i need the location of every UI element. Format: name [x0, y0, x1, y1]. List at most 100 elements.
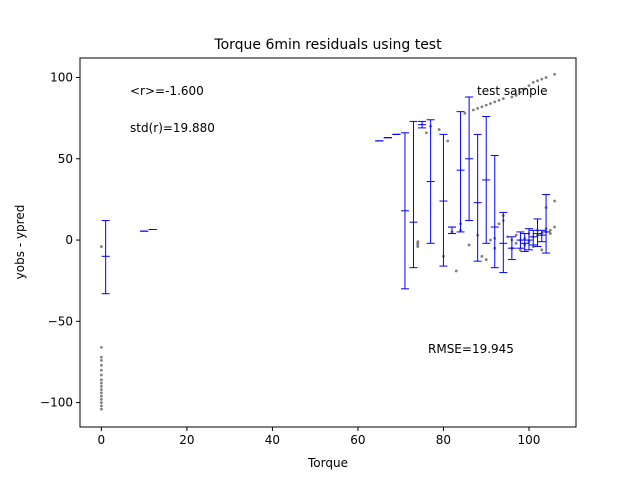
data-point-75: [514, 233, 518, 237]
data-point-0: [99, 245, 103, 248]
data-point-42: [489, 102, 492, 105]
errorbar-19: [516, 231, 525, 249]
x-tick-label: 100: [518, 433, 541, 447]
data-point-3: [99, 358, 103, 362]
data-point-53: [540, 77, 544, 81]
data-point-70: [553, 199, 557, 203]
errorbar-13: [465, 96, 474, 222]
errorbars: [101, 96, 551, 295]
errorbar-22: [529, 229, 538, 246]
data-point-38: [471, 108, 475, 112]
data-point-11: [99, 391, 103, 395]
data-point-51: [531, 80, 535, 84]
data-point-16: [99, 407, 103, 411]
data-point-77: [519, 248, 522, 252]
data-point-39: [476, 106, 480, 110]
y-axis-label: yobs - ypred: [13, 205, 27, 280]
x-tick-label: 60: [350, 433, 365, 447]
data-point-6: [99, 373, 103, 377]
scatter-points: [99, 72, 557, 411]
data-point-52: [536, 79, 539, 83]
data-point-72: [540, 248, 544, 252]
data-point-12: [99, 394, 103, 398]
data-point-15: [99, 404, 103, 408]
y-tick-label: −100: [40, 396, 73, 410]
data-point-5: [99, 368, 103, 372]
data-point-47: [514, 93, 518, 97]
data-point-10: [99, 388, 103, 392]
data-point-2: [99, 355, 103, 359]
y-tick-label: −50: [48, 314, 73, 328]
data-point-44: [497, 98, 501, 102]
data-point-73: [531, 245, 535, 248]
data-point-56: [497, 222, 501, 226]
data-point-58: [506, 235, 509, 239]
x-tick-label: 20: [179, 433, 194, 447]
std-residual-annotation: std(r)=19.880: [130, 121, 215, 135]
rmse-annotation: RMSE=19.945: [428, 342, 514, 356]
data-point-35: [484, 258, 488, 261]
data-point-8: [99, 381, 103, 385]
legend-label: test sample: [477, 84, 548, 98]
y-axis-ticks: −100 −50 0 50 100: [40, 71, 80, 410]
errorbar-8: [418, 120, 427, 129]
data-point-26: [454, 269, 458, 273]
y-tick-label: 50: [58, 152, 73, 166]
data-point-40: [480, 105, 484, 109]
data-point-60: [514, 241, 518, 245]
data-point-9: [99, 384, 103, 388]
data-point-49: [523, 87, 527, 91]
data-point-69: [553, 225, 557, 229]
errorbar-6: [400, 132, 409, 290]
errorbar-15: [482, 116, 491, 244]
errorbar-18: [507, 236, 516, 261]
errorbar-12: [456, 111, 465, 233]
data-point-1: [99, 345, 103, 349]
x-axis-ticks: 0 20 40 60 80 100: [98, 427, 541, 447]
mean-residual-annotation: <r>=-1.600: [130, 84, 204, 98]
data-point-25: [446, 139, 450, 143]
errorbar-24: [537, 229, 546, 243]
data-point-33: [480, 254, 484, 258]
data-point-21: [416, 241, 420, 245]
errorbar-11: [448, 226, 456, 235]
data-point-43: [493, 100, 497, 104]
data-point-68: [548, 228, 552, 232]
x-tick-label: 0: [98, 433, 106, 447]
errorbar-20: [520, 233, 529, 252]
data-point-81: [548, 232, 552, 235]
chart-title: Torque 6min residuals using test: [213, 37, 442, 53]
x-tick-label: 80: [436, 433, 451, 447]
data-point-54: [544, 76, 548, 79]
data-point-7: [99, 378, 103, 382]
data-point-4: [99, 363, 103, 367]
data-point-22: [424, 131, 428, 135]
data-point-14: [99, 401, 103, 405]
data-point-41: [484, 103, 488, 107]
data-point-46: [510, 95, 514, 99]
data-point-34: [489, 238, 492, 242]
errorbar-21: [524, 228, 533, 251]
x-tick-label: 40: [265, 433, 280, 447]
errorbar-7: [409, 120, 418, 269]
data-point-48: [519, 90, 522, 94]
errorbar-14: [473, 133, 482, 262]
y-tick-label: 100: [50, 71, 73, 85]
axes-frame: [79, 57, 577, 428]
errorbar-23: [533, 218, 542, 248]
y-tick-label: 0: [65, 233, 73, 247]
errorbar-17: [499, 211, 508, 274]
data-point-55: [553, 72, 557, 76]
data-point-45: [501, 97, 505, 101]
errorbar-9: [426, 119, 435, 244]
data-point-13: [99, 397, 103, 401]
data-point-50: [527, 84, 531, 88]
x-axis-label: Torque: [307, 456, 348, 470]
errorbar-0: [101, 220, 110, 295]
errorbar-16: [490, 155, 499, 269]
errorbar-25: [542, 194, 551, 254]
data-point-31: [467, 243, 471, 247]
data-point-24: [437, 128, 441, 131]
